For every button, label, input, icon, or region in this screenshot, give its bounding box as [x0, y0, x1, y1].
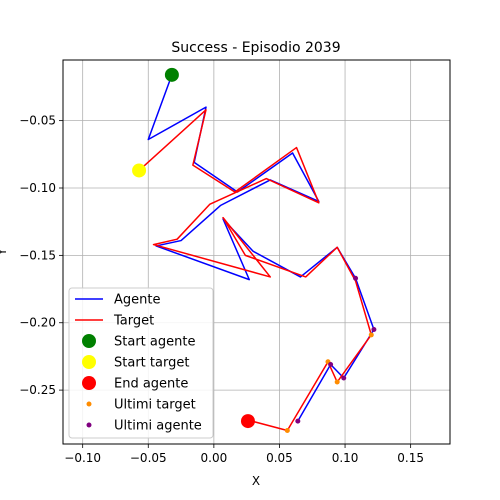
- legend-swatch-marker: [82, 334, 96, 348]
- legend-label: Target: [113, 314, 154, 329]
- legend-swatch-marker: [86, 401, 92, 407]
- legend-label: Start target: [114, 356, 189, 371]
- y-tick-label: −0.05: [19, 114, 56, 128]
- x-tick-label: 0.00: [201, 451, 228, 465]
- chart-title: Success - Episodio 2039: [171, 40, 340, 56]
- plot-series: [132, 67, 377, 434]
- last-agent-point: [328, 362, 334, 368]
- legend-label: End agente: [114, 377, 188, 392]
- legend-box: [68, 287, 214, 439]
- start-agent-marker: [164, 67, 179, 82]
- target-path-line: [138, 109, 373, 432]
- legend-label: Ultimi agente: [114, 419, 202, 434]
- legend-label: Agente: [114, 293, 160, 308]
- legend-swatch-marker: [82, 376, 96, 390]
- x-tick-label: −0.10: [64, 451, 101, 465]
- legend-swatch-marker: [82, 355, 96, 369]
- y-axis-label: Y: [0, 248, 9, 257]
- x-tick-label: 0.10: [332, 451, 359, 465]
- legend-swatch-marker: [86, 422, 92, 428]
- x-axis-ticks: −0.10 −0.05 0.00 0.05 0.10 0.15: [64, 444, 424, 465]
- last-agent-point: [295, 418, 301, 424]
- last-agent-point: [353, 275, 359, 281]
- y-tick-label: −0.15: [19, 248, 56, 262]
- y-tick-label: −0.25: [19, 383, 56, 397]
- last-target-point: [284, 428, 290, 434]
- legend-label: Ultimi target: [114, 398, 196, 413]
- y-tick-label: −0.20: [19, 316, 56, 330]
- legend: Agente Target Start agente Start target End …: [68, 287, 214, 439]
- x-axis-label: X: [252, 474, 260, 488]
- start-target-marker: [132, 163, 147, 178]
- x-tick-label: 0.15: [397, 451, 424, 465]
- last-agent-point: [341, 375, 347, 381]
- x-tick-label: −0.05: [130, 451, 167, 465]
- end-agent-marker: [240, 414, 255, 429]
- y-axis-ticks: −0.05 −0.10 −0.15 −0.20 −0.25: [19, 114, 63, 397]
- last-target-point: [334, 379, 340, 385]
- x-tick-label: 0.05: [266, 451, 293, 465]
- legend-label: Start agente: [114, 335, 195, 350]
- last-agent-point: [371, 326, 377, 332]
- y-tick-label: −0.10: [19, 181, 56, 195]
- last-target-point: [368, 332, 374, 338]
- grid: [63, 60, 450, 444]
- plot-frame: [62, 59, 451, 445]
